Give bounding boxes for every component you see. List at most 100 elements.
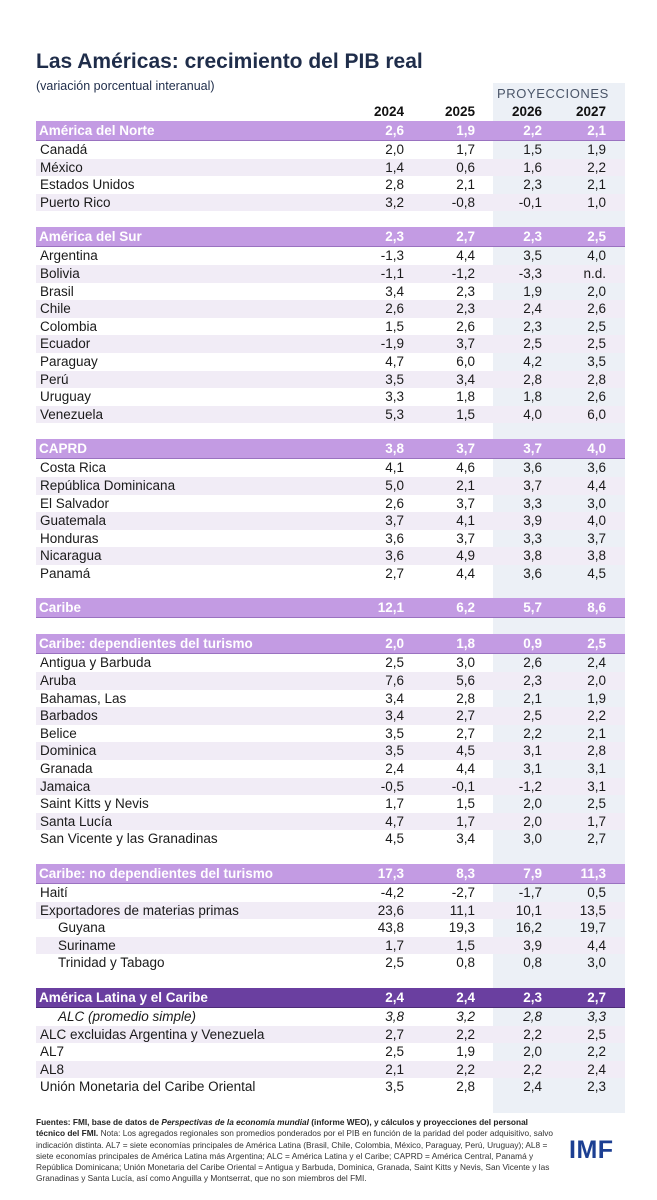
country-row: Honduras 3,6 3,7 3,3 3,7 — [36, 530, 625, 548]
value-2027: 1,9 — [587, 142, 606, 157]
country-label: Chile — [40, 301, 71, 317]
value-2025: 2,7 — [456, 229, 475, 245]
value-2024: 2,0 — [385, 636, 404, 652]
value-2024: 12,1 — [377, 600, 404, 616]
country-row: Argentina -1,3 4,4 3,5 4,0 — [36, 247, 625, 265]
country-label: República Dominicana — [40, 477, 176, 493]
value-2024: 17,3 — [377, 866, 404, 881]
value-2024: 2,4 — [385, 761, 404, 777]
country-row: Trinidad y Tabago 2,5 0,8 0,8 3,0 — [36, 954, 625, 972]
value-2024: 5,3 — [385, 406, 404, 422]
value-2025: 0,8 — [456, 955, 475, 971]
value-2025: -0,8 — [451, 194, 475, 210]
value-2027: 4,0 — [587, 248, 606, 264]
country-label: Jamaica — [40, 778, 91, 794]
country-label: Aruba — [40, 673, 77, 689]
value-2024: 3,7 — [385, 513, 404, 529]
country-label: Barbados — [40, 708, 98, 724]
country-label: Guatemala — [40, 513, 107, 529]
country-label: Costa Rica — [40, 460, 107, 476]
country-row: Antigua y Barbuda 2,5 3,0 2,6 2,4 — [36, 654, 625, 672]
value-2025: 19,3 — [448, 920, 475, 936]
projections-label: PROYECCIONES — [497, 86, 609, 101]
country-row: Ecuador -1,9 3,7 2,5 2,5 — [36, 335, 625, 353]
value-2024: 2,6 — [385, 495, 404, 511]
country-label: Suriname — [58, 937, 116, 953]
value-2027: 2,6 — [587, 389, 606, 405]
value-2027: 2,2 — [587, 708, 606, 724]
country-row: República Dominicana 5,0 2,1 3,7 4,4 — [36, 476, 625, 495]
value-2024: 2,6 — [385, 301, 404, 317]
value-2025: 6,2 — [456, 600, 475, 616]
value-2024: 3,5 — [385, 725, 404, 741]
value-2025: 1,5 — [456, 937, 475, 953]
value-2026: 4,0 — [523, 406, 542, 422]
value-2025: 2,8 — [456, 1079, 475, 1095]
note-text: Nota: Los agregados regionales son prome… — [36, 1128, 554, 1184]
region-label: América del Sur — [39, 229, 142, 245]
value-2025: 2,7 — [456, 725, 475, 741]
value-2026: 2,4 — [523, 1079, 542, 1095]
value-2027: 2,5 — [587, 796, 606, 812]
value-2024: 2,4 — [385, 989, 404, 1005]
section-gap — [36, 618, 625, 634]
country-label: San Vicente y las Granadinas — [40, 831, 218, 847]
value-2026: 3,1 — [523, 761, 542, 777]
gdp-growth-table: América del Norte 2,6 1,9 2,2 2,1 Canadá 2,0 1,… — [36, 121, 625, 1096]
value-2027: 2,5 — [587, 318, 606, 334]
value-2027: 3,6 — [587, 460, 606, 476]
year-header: 2024 — [373, 104, 404, 119]
value-2024: -4,2 — [380, 885, 404, 900]
section-gap — [36, 211, 625, 227]
value-2024: 2,8 — [385, 177, 404, 193]
value-2024: 3,5 — [385, 1079, 404, 1095]
value-2025: 1,7 — [456, 813, 475, 829]
value-2026: 2,8 — [523, 1008, 542, 1024]
value-2026: 2,2 — [523, 725, 542, 741]
value-2026: 1,8 — [523, 389, 542, 405]
value-2024: 3,2 — [385, 194, 404, 210]
value-2027: 3,7 — [587, 530, 606, 546]
value-2025: 3,4 — [456, 831, 475, 847]
country-row: Aruba 7,6 5,6 2,3 2,0 — [36, 672, 625, 690]
value-2027: 2,2 — [587, 1044, 606, 1060]
value-2026: 4,2 — [523, 353, 542, 369]
value-2026: -0,1 — [518, 194, 542, 210]
country-label: Granada — [40, 761, 93, 777]
value-2025: -0,1 — [451, 778, 475, 794]
country-row: Granada 2,4 4,4 3,1 3,1 — [36, 760, 625, 778]
value-2025: -1,2 — [451, 265, 475, 281]
country-row: ALC excluidas Argentina y Venezuela 2,7 2,… — [36, 1025, 625, 1044]
value-2026: 0,9 — [523, 636, 542, 652]
value-2027: 2,7 — [587, 831, 606, 847]
country-label: Perú — [40, 371, 69, 387]
value-2025: 4,4 — [456, 565, 475, 581]
value-2025: 4,6 — [456, 460, 475, 476]
value-2025: 4,5 — [456, 743, 475, 759]
value-2024: 3,8 — [385, 1008, 404, 1024]
region-header-row: CAPRD 3,8 3,7 3,7 4,0 — [36, 439, 625, 460]
region-label: América del Norte — [39, 123, 155, 138]
region-header-row: Caribe: dependientes del turismo 2,0 1,8 0,… — [36, 634, 625, 655]
country-row: Guatemala 3,7 4,1 3,9 4,0 — [36, 512, 625, 530]
value-2027: 3,8 — [587, 548, 606, 564]
country-label: Panamá — [40, 565, 91, 581]
value-2027: 4,0 — [587, 513, 606, 529]
value-2027: 2,8 — [587, 743, 606, 759]
value-2027: 19,7 — [579, 920, 606, 936]
source-text-bold: (informe WEO), y cálculos y proyecciones… — [36, 1117, 528, 1139]
country-row: Saint Kitts y Nevis 1,7 1,5 2,0 2,5 — [36, 795, 625, 813]
value-2026: 3,7 — [523, 441, 542, 457]
value-2026: 3,9 — [523, 513, 542, 529]
source-text-bold: Fuentes: FMI, base de datos de — [36, 1117, 160, 1127]
value-2027: 2,5 — [587, 636, 606, 652]
value-2025: 4,9 — [456, 548, 475, 564]
country-row: Canadá 2,0 1,7 1,5 1,9 — [36, 141, 625, 159]
country-row: Exportadores de materias primas 23,6 11,1 1… — [36, 901, 625, 920]
page-title: Las Américas: crecimiento del PIB real — [36, 50, 423, 73]
value-2026: 1,5 — [523, 142, 542, 157]
region-label: Caribe: dependientes del turismo — [39, 636, 253, 652]
value-2026: 3,8 — [523, 548, 542, 564]
section-gap — [36, 582, 625, 598]
country-label: Exportadores de materias primas — [40, 902, 239, 918]
